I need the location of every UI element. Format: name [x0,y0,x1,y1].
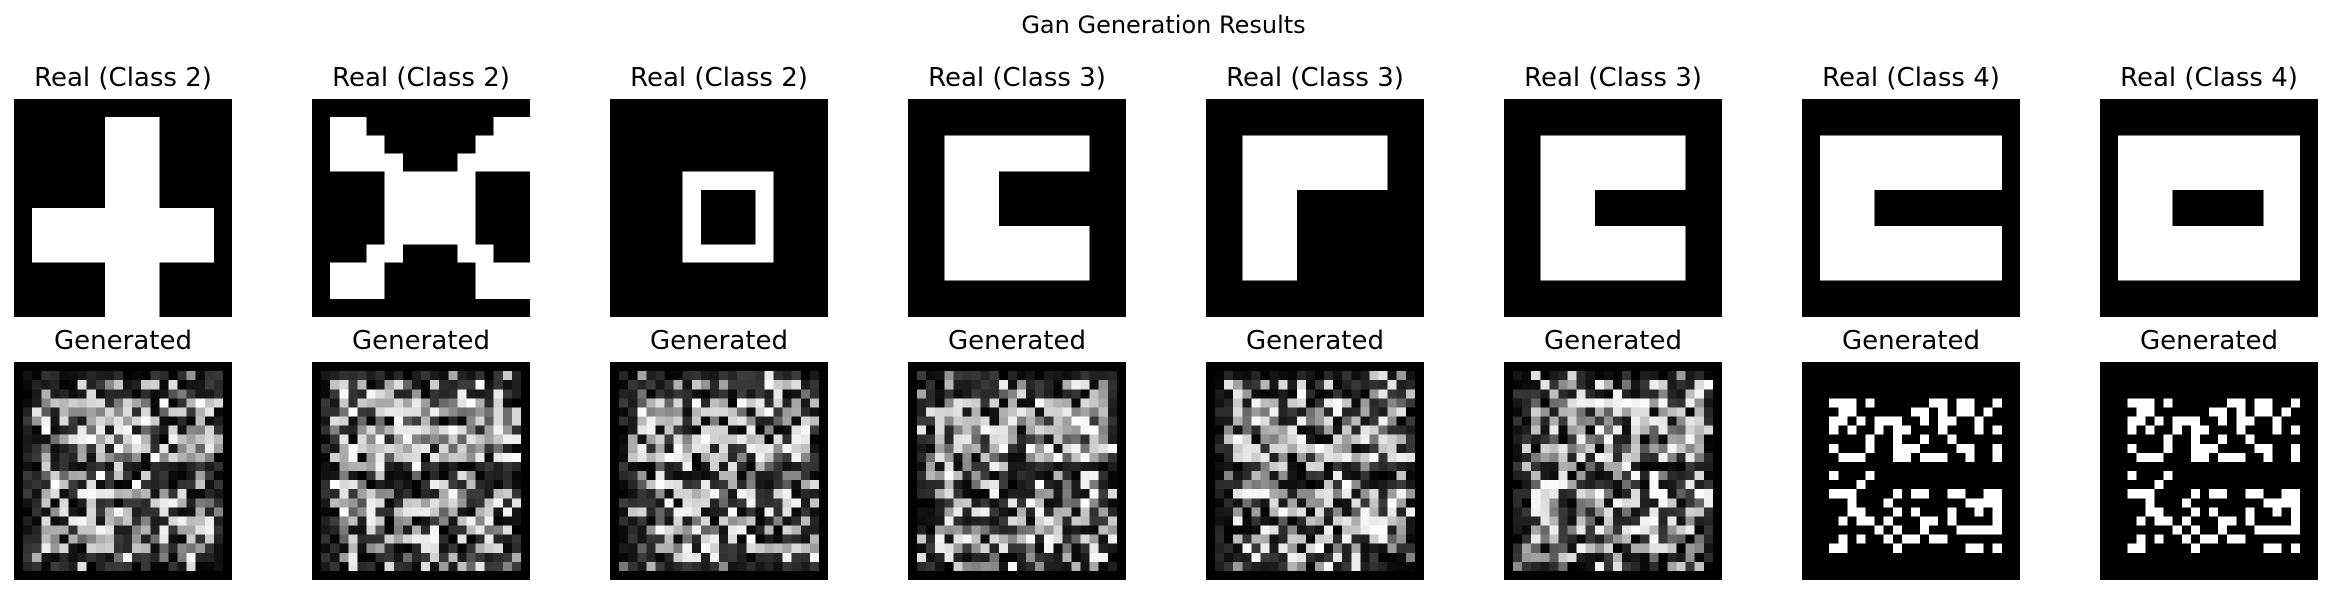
panel-title: Generated [1246,326,1384,356]
generated-image [908,362,1126,580]
panel-title: Real (Class 2) [34,63,212,93]
real-image [908,99,1126,317]
real-image [610,99,828,317]
real-panel-2: Real (Class 2) [312,63,530,317]
panel-title: Real (Class 4) [1822,63,2000,93]
panel-title: Real (Class 3) [1524,63,1702,93]
generated-panel-6: Generated [1504,326,1722,580]
real-panel-3: Real (Class 2) [610,63,828,317]
figure-title: Gan Generation Results [1021,11,1306,39]
real-image [312,99,530,317]
generated-image [610,362,828,580]
real-panel-5: Real (Class 3) [1206,63,1424,317]
generated-panel-5: Generated [1206,326,1424,580]
generated-panel-4: Generated [908,326,1126,580]
real-panel-8: Real (Class 4) [2100,63,2318,317]
panel-title: Real (Class 3) [1226,63,1404,93]
generated-image [1206,362,1424,580]
panel-title: Generated [352,326,490,356]
panel-title: Real (Class 2) [630,63,808,93]
generated-panel-7: Generated [1802,326,2020,580]
real-panel-1: Real (Class 2) [14,63,232,317]
panel-title: Generated [1544,326,1682,356]
generated-image [1504,362,1722,580]
panel-title: Real (Class 3) [928,63,1106,93]
generated-panel-1: Generated [14,326,232,580]
generated-image [1802,362,2020,580]
real-image [1802,99,2020,317]
real-panel-7: Real (Class 4) [1802,63,2020,317]
real-image [2100,99,2318,317]
generated-panel-2: Generated [312,326,530,580]
panel-title: Generated [650,326,788,356]
panel-title: Generated [948,326,1086,356]
generated-panel-8: Generated [2100,326,2318,580]
real-panel-4: Real (Class 3) [908,63,1126,317]
panel-title: Generated [2140,326,2278,356]
generated-image [14,362,232,580]
panel-title: Real (Class 2) [332,63,510,93]
panel-title: Generated [1842,326,1980,356]
panel-title: Real (Class 4) [2120,63,2298,93]
real-image [1206,99,1424,317]
panel-title: Generated [54,326,192,356]
generated-image [2100,362,2318,580]
generated-image [312,362,530,580]
real-image [14,99,232,317]
real-image [1504,99,1722,317]
real-panel-6: Real (Class 3) [1504,63,1722,317]
generated-panel-3: Generated [610,326,828,580]
